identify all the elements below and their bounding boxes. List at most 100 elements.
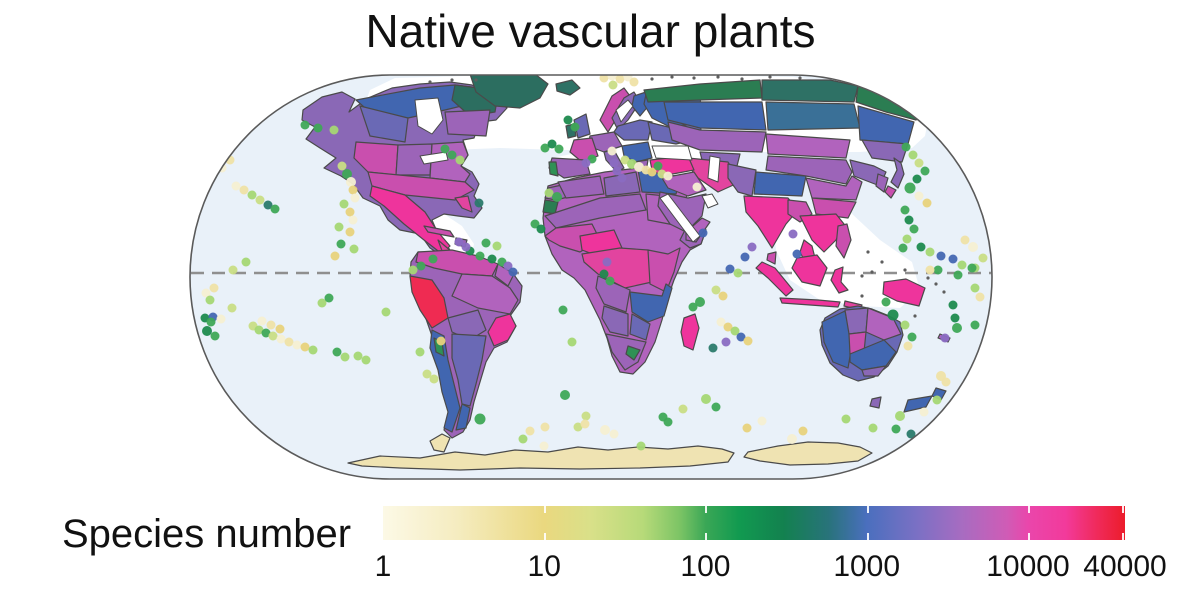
island-dot — [647, 167, 657, 177]
island-dot — [263, 200, 273, 210]
region-mongolia — [765, 133, 851, 159]
island-dot — [416, 261, 426, 271]
region-antarctica-main — [347, 445, 735, 471]
islet-speckle — [913, 314, 917, 318]
island-dot — [241, 257, 251, 267]
region-korea — [875, 173, 889, 193]
island-dot — [353, 351, 363, 361]
island-dot — [695, 297, 705, 307]
island-dot — [270, 204, 280, 214]
island-dot — [332, 347, 342, 357]
island-dot — [757, 416, 767, 426]
legend-tick-notch — [705, 506, 708, 513]
region-sumatra — [755, 261, 794, 297]
islet-speckle — [903, 268, 907, 272]
island-dot — [552, 192, 562, 202]
legend-tick-label: 1000 — [833, 550, 901, 583]
region-great-britain — [573, 113, 591, 139]
island-dot — [340, 352, 350, 362]
island-dot — [701, 394, 711, 404]
island-dot — [350, 193, 360, 203]
island-dot — [308, 345, 318, 355]
island-dot — [581, 411, 591, 421]
island-dot — [607, 146, 617, 156]
region-congo — [581, 247, 653, 289]
legend-tick-label: 10000 — [986, 550, 1070, 583]
islet-speckle — [670, 75, 674, 79]
island-dot — [206, 317, 216, 327]
sea-caspian-sea — [707, 155, 721, 183]
region-lesotho-green — [625, 345, 641, 361]
island-dot — [408, 265, 418, 275]
legend-tick-notch — [1027, 533, 1030, 540]
island-dot — [629, 77, 639, 87]
region-brazil-north — [451, 273, 519, 315]
islet-speckle — [926, 276, 930, 280]
island-dot — [736, 332, 746, 342]
island-dot — [227, 303, 237, 313]
island-dot — [530, 219, 540, 229]
projection-outline — [189, 74, 993, 480]
region-antarctic-peninsula — [429, 433, 451, 453]
legend-tick-notch — [544, 533, 547, 540]
island-dot — [525, 426, 535, 436]
island-dot — [891, 424, 901, 434]
island-dot — [634, 162, 644, 172]
island-dot — [920, 166, 930, 176]
island-dot — [663, 171, 673, 181]
island-dot — [932, 395, 942, 405]
island-dot — [898, 243, 908, 253]
island-dot — [492, 241, 502, 251]
island-dot — [698, 228, 708, 238]
region-tibet — [753, 171, 807, 197]
islet-speckle — [880, 260, 884, 264]
island-dot — [570, 122, 580, 132]
island-dot — [317, 298, 327, 308]
region-sri-lanka — [766, 251, 777, 265]
islet-speckle — [474, 78, 478, 82]
island-dot — [346, 177, 356, 187]
island-dot — [540, 422, 550, 432]
island-dot — [904, 182, 916, 194]
region-angola — [595, 275, 631, 313]
island-dot — [723, 322, 733, 332]
region-chile — [429, 329, 461, 433]
island-dot — [841, 414, 851, 424]
island-dot — [481, 238, 491, 248]
island-dot — [266, 320, 276, 330]
island-dot — [609, 429, 619, 439]
island-dot — [718, 291, 728, 301]
island-dot — [663, 417, 673, 427]
island-dot — [210, 331, 220, 341]
island-dot — [900, 205, 910, 215]
island-dot — [936, 251, 946, 261]
island-dot — [914, 191, 924, 201]
island-dot — [284, 337, 294, 347]
island-dot — [653, 161, 663, 171]
island-dot — [902, 234, 912, 244]
island-dot — [933, 265, 943, 275]
island-dot — [968, 242, 978, 252]
region-borneo — [791, 254, 828, 287]
legend-tick-notch — [866, 506, 869, 513]
region-florida — [454, 195, 473, 213]
islet-speckle — [450, 78, 454, 82]
island-dot — [422, 369, 432, 379]
island-dot — [339, 199, 349, 209]
region-east-africa — [647, 247, 681, 293]
island-dot — [940, 333, 950, 343]
island-dot — [254, 325, 264, 335]
island-dot — [454, 237, 464, 247]
islet-speckle — [768, 75, 772, 79]
island-dot — [925, 265, 935, 275]
region-new-guinea — [882, 278, 926, 307]
sea-black-sea — [651, 145, 693, 161]
region-afghanistan-pakistan — [727, 163, 757, 197]
region-north-china — [765, 155, 853, 185]
region-portugal-green — [548, 161, 559, 177]
island-dot — [620, 155, 630, 165]
island-dot — [747, 242, 757, 252]
island-dot — [334, 222, 344, 232]
region-tasmania — [869, 396, 882, 409]
islet-speckle — [860, 274, 864, 278]
